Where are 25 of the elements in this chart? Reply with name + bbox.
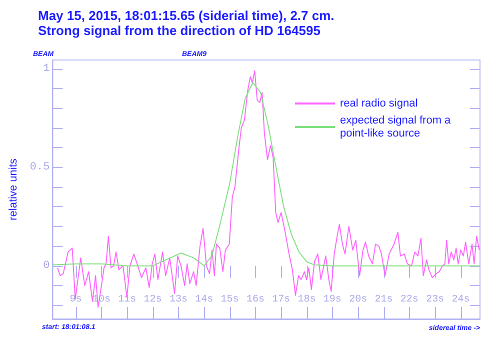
x-tick-label: 17s [272,294,290,306]
y-axis-title: relative units [8,158,20,220]
chart-subtitle: Strong signal from the direction of HD 164595 [38,23,320,38]
x-tick-label: 14s [195,294,214,306]
y-tick-label: 0 [43,260,50,272]
legend-label: real radio signal [340,98,418,110]
x-tick-label: 12s [144,294,162,306]
x-tick-label: 18s [298,294,316,306]
x-tick-label: 11s [118,294,136,306]
x-tick-label: 22s [400,294,418,306]
x-tick-label: 21s [374,294,393,306]
y-tick-label: 0.5 [30,161,50,174]
x-tick-label: 16s [246,294,264,306]
y-tick-label: 1 [43,62,50,75]
x-tick-label: 23s [426,294,444,306]
x-tick-label: 19s [323,294,342,306]
x-tick-label: 20s [349,294,368,306]
x-tick-label: 24s [452,294,470,306]
line-series [57,70,480,308]
legend-label: expected signal from a point-like source [340,114,454,140]
x-tick-label: 9s [70,294,82,306]
line-series [52,82,480,266]
x-tick-label: 13s [169,294,188,306]
x-tick-label: 15s [220,294,239,306]
chart-title: May 15, 2015, 18:01:15.65 (siderial time), 2.7 cm. [38,8,334,23]
